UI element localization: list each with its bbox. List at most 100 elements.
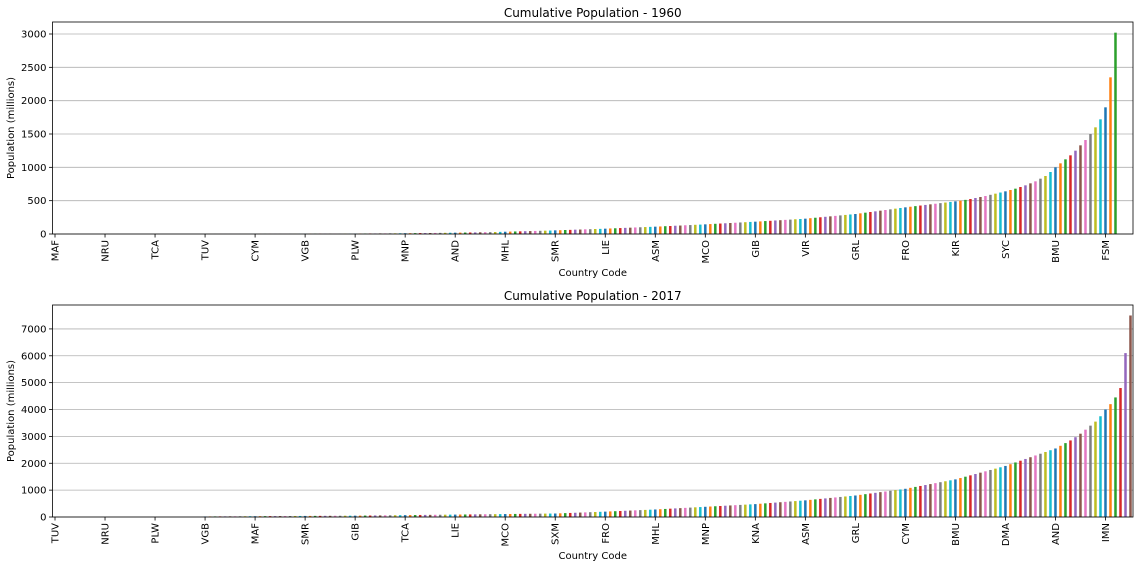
bar <box>634 227 637 234</box>
x-tick-label: VGB <box>201 523 212 545</box>
bar <box>1119 388 1122 517</box>
bar <box>999 192 1002 234</box>
bar <box>493 232 497 234</box>
bar <box>523 513 527 517</box>
bar <box>463 232 467 234</box>
bar <box>644 227 647 234</box>
bar <box>488 514 492 517</box>
bar <box>884 210 887 234</box>
bar <box>278 516 282 517</box>
x-tick-label: AND <box>1051 523 1062 545</box>
bar <box>604 511 607 517</box>
bar <box>819 217 822 234</box>
y-tick-label: 1000 <box>21 486 46 497</box>
bar <box>999 467 1002 517</box>
x-tick-label: DMA <box>1001 523 1012 546</box>
bar <box>709 224 712 234</box>
bar <box>543 513 547 517</box>
y-tick-label: 1000 <box>21 163 46 174</box>
bar <box>664 226 667 234</box>
bar <box>1014 188 1017 234</box>
bar <box>899 208 902 234</box>
bar <box>1099 119 1102 234</box>
bar <box>1024 185 1027 234</box>
bar <box>754 504 757 517</box>
bar <box>573 512 577 517</box>
bar <box>573 229 577 234</box>
bar <box>599 511 602 517</box>
bar <box>448 514 452 517</box>
bar <box>583 229 587 234</box>
bar <box>483 514 487 517</box>
bar <box>453 232 457 234</box>
bar <box>954 201 957 234</box>
y-axis-label: Population (millions) <box>6 77 17 179</box>
bar <box>964 476 967 517</box>
x-tick-label: AND <box>451 240 462 262</box>
x-tick-label: GRL <box>851 240 862 261</box>
bar <box>669 226 672 234</box>
bar <box>1034 181 1037 234</box>
bar <box>303 515 307 517</box>
y-tick-label: 0 <box>40 513 46 524</box>
bar <box>824 498 827 517</box>
bar <box>538 230 542 234</box>
bar <box>423 233 427 234</box>
bar <box>724 223 727 234</box>
bar <box>879 492 882 517</box>
bar <box>714 506 717 517</box>
bar <box>1079 433 1082 517</box>
bar <box>684 225 687 234</box>
bar <box>478 232 482 234</box>
bar <box>959 478 962 517</box>
bar <box>513 513 517 517</box>
bar <box>1004 191 1007 234</box>
bar <box>774 220 777 234</box>
bar <box>1084 140 1087 234</box>
bar <box>1114 397 1117 517</box>
bar <box>263 516 267 517</box>
x-tick-label: SMR <box>551 240 562 262</box>
bar <box>488 232 492 234</box>
bar <box>473 514 477 517</box>
bar <box>849 214 852 234</box>
bar <box>854 214 857 234</box>
bar <box>834 497 837 517</box>
bar <box>639 510 642 517</box>
bar <box>839 215 842 234</box>
bar <box>1109 77 1112 234</box>
bar <box>939 203 942 234</box>
bar <box>829 216 832 234</box>
bar <box>629 227 632 234</box>
bar <box>588 512 592 517</box>
bar <box>293 515 297 517</box>
bar <box>433 232 437 234</box>
x-axis-label: Country Code <box>558 268 627 279</box>
x-tick-label: FRO <box>601 523 612 544</box>
bar <box>874 492 877 517</box>
x-tick-label: FSM <box>1101 240 1112 261</box>
bar <box>498 231 502 234</box>
bar <box>568 512 572 517</box>
bar <box>894 208 897 234</box>
bar <box>588 229 592 234</box>
plot: 0 1000 2000 3000 4000 5000 6000 7000 TUV NRU PLW VG… <box>6 289 1134 562</box>
bar <box>1089 134 1092 234</box>
bar <box>398 515 402 517</box>
bar <box>1014 462 1017 517</box>
bar <box>318 515 322 517</box>
x-tick-label: MHL <box>651 523 662 545</box>
bar <box>578 229 582 234</box>
bar <box>619 228 622 234</box>
bar <box>839 496 842 517</box>
bar <box>699 507 702 517</box>
bar <box>949 480 952 517</box>
bar <box>298 515 302 517</box>
x-tick-label: BMU <box>951 523 962 546</box>
bar <box>949 201 952 234</box>
bar <box>563 230 567 234</box>
bar <box>859 494 862 517</box>
bar <box>744 222 747 234</box>
bar <box>789 219 792 234</box>
bar <box>629 510 632 517</box>
